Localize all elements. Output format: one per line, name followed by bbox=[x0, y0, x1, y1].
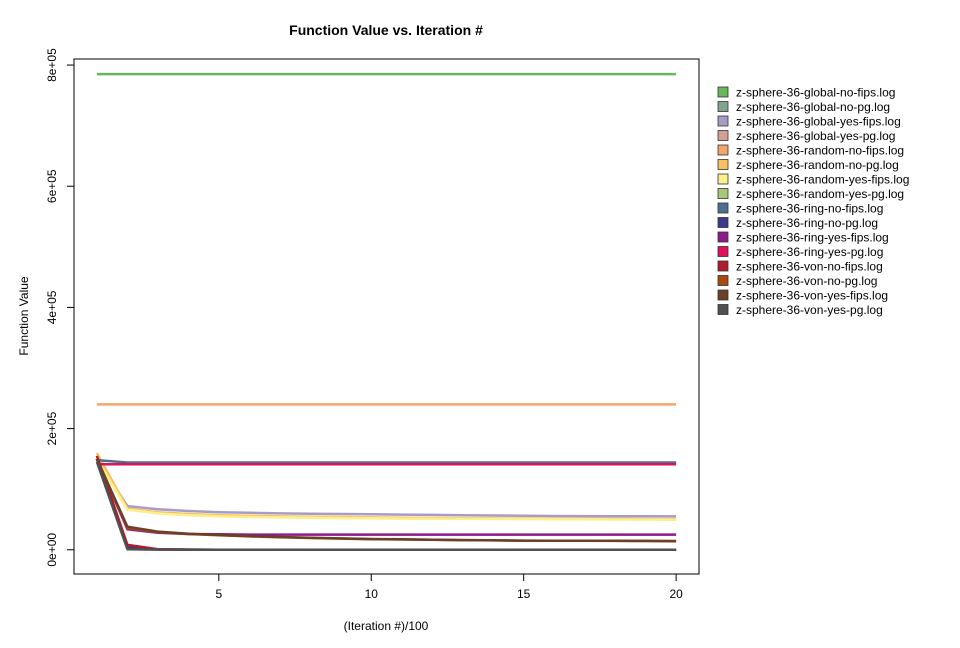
series-line-2 bbox=[95, 458, 677, 518]
plot-frame bbox=[73, 58, 700, 575]
series-line-8 bbox=[96, 458, 677, 464]
series-line-3 bbox=[95, 458, 677, 551]
legend-swatch-11 bbox=[717, 246, 729, 257]
legend-swatch-12 bbox=[717, 260, 729, 272]
series-line-15 bbox=[95, 461, 677, 551]
legend-swatch-10 bbox=[717, 231, 729, 243]
series-line-10 bbox=[95, 458, 677, 536]
x-axis-label: (Iteration #)/100 bbox=[344, 619, 429, 633]
legend-label-0: z-sphere-36-global-no-fips.log bbox=[736, 86, 895, 100]
legend-label-14: z-sphere-36-von-yes-fips.log bbox=[736, 289, 888, 303]
series-layer bbox=[95, 72, 677, 551]
legend-label-11: z-sphere-36-ring-yes-pg.log bbox=[736, 245, 883, 259]
series-line-13 bbox=[95, 458, 677, 543]
x-tick-label-2: 15 bbox=[517, 587, 531, 601]
legend-label-2: z-sphere-36-global-yes-fips.log bbox=[736, 115, 901, 129]
legend-swatch-5 bbox=[717, 159, 729, 170]
x-tick-label-0: 5 bbox=[215, 587, 222, 601]
legend-swatch-13 bbox=[717, 275, 729, 286]
x-axis: 5 10 15 20 bbox=[215, 573, 683, 601]
legend-swatch-9 bbox=[717, 217, 729, 228]
y-tick-label-0: 0e+00 bbox=[45, 533, 59, 567]
y-axis-label: Function Value bbox=[17, 276, 31, 355]
y-axis: 0e+00 2e+05 4e+05 6e+05 8e+05 bbox=[45, 48, 75, 567]
y-tick-label-4: 8e+05 bbox=[45, 48, 59, 82]
legend-swatch-0 bbox=[717, 86, 729, 98]
legend-label-4: z-sphere-36-random-no-fips.log bbox=[736, 144, 904, 158]
legend-swatch-2 bbox=[717, 115, 729, 127]
legend-label-3: z-sphere-36-global-yes-pg.log bbox=[736, 129, 895, 143]
series-line-6 bbox=[95, 458, 677, 521]
legend-label-7: z-sphere-36-random-yes-pg.log bbox=[736, 187, 904, 201]
series-line-1 bbox=[95, 458, 677, 551]
legend-swatch-15 bbox=[717, 304, 729, 315]
chart-title: Function Value vs. Iteration # bbox=[289, 22, 483, 38]
legend-label-6: z-sphere-36-random-yes-fips.log bbox=[736, 173, 909, 187]
x-tick-label-1: 10 bbox=[365, 587, 379, 601]
legend-label-1: z-sphere-36-global-no-pg.log bbox=[736, 100, 890, 114]
legend-swatch-7 bbox=[717, 188, 729, 199]
legend-label-8: z-sphere-36-ring-no-fips.log bbox=[736, 202, 883, 216]
y-tick-label-1: 2e+05 bbox=[45, 411, 59, 445]
y-tick-label-2: 4e+05 bbox=[45, 290, 59, 324]
legend-label-10: z-sphere-36-ring-yes-fips.log bbox=[736, 231, 889, 245]
legend-swatch-4 bbox=[717, 144, 729, 156]
series-line-14 bbox=[95, 458, 677, 543]
x-tick-label-3: 20 bbox=[669, 587, 683, 601]
legend-swatch-8 bbox=[717, 202, 729, 214]
legend-label-13: z-sphere-36-von-no-pg.log bbox=[736, 274, 877, 288]
legend-swatch-3 bbox=[717, 130, 729, 141]
y-tick-label-3: 6e+05 bbox=[45, 169, 59, 203]
series-line-9 bbox=[95, 458, 677, 551]
legend-swatch-6 bbox=[717, 173, 729, 185]
legend-label-9: z-sphere-36-ring-no-pg.log bbox=[736, 216, 878, 230]
legend-label-12: z-sphere-36-von-no-fips.log bbox=[736, 260, 883, 274]
legend-label-15: z-sphere-36-von-yes-pg.log bbox=[736, 303, 883, 317]
legend: z-sphere-36-global-no-fips.logz-sphere-3… bbox=[717, 86, 909, 317]
legend-swatch-14 bbox=[717, 289, 729, 301]
series-line-7 bbox=[95, 458, 677, 551]
legend-label-5: z-sphere-36-random-no-pg.log bbox=[736, 158, 899, 172]
legend-swatch-1 bbox=[717, 101, 729, 112]
